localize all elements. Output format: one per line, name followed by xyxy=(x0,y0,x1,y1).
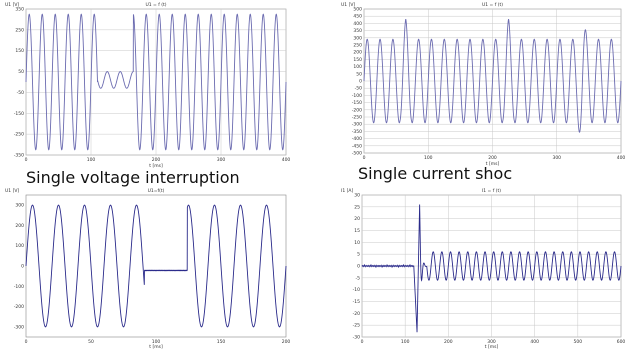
y-tick-label: -100 xyxy=(352,93,362,99)
y-tick-label: -25 xyxy=(353,323,360,329)
y-tick-label: -350 xyxy=(352,129,362,135)
chart-current-shock-voltage: U1 = f (t) U1 [V] t [ms] 500 450 400 350 300 250… xyxy=(340,0,627,166)
series-line xyxy=(361,204,622,333)
y-tick-label: -500 xyxy=(352,151,362,157)
chart-svg: I1 = f (t) I1 [A] t [ms] 30 25 20 15 10 5 0 -5 -10 -… xyxy=(341,188,626,349)
x-tick-label: 0 xyxy=(361,339,364,345)
y-tick-label: 250 xyxy=(353,43,362,49)
y-tick-label: -350 xyxy=(14,153,24,159)
y-tick-label: 10 xyxy=(354,240,360,246)
y-tick-label: 150 xyxy=(353,57,362,63)
x-tick-label: 300 xyxy=(217,157,226,163)
y-tick-label: -150 xyxy=(352,100,362,106)
y-tick-label: 200 xyxy=(353,50,362,56)
y-tick-label: 0 xyxy=(357,264,360,270)
x-axis-label: t [ms] xyxy=(486,161,500,166)
y-tick-label: 30 xyxy=(354,193,360,199)
y-tick-label: 250 xyxy=(15,27,24,33)
x-tick-label: 100 xyxy=(401,339,410,345)
x-tick-label: 200 xyxy=(152,157,161,163)
x-tick-label: 0 xyxy=(25,157,28,163)
y-tick-label: 350 xyxy=(15,7,24,13)
y-tick-label: -5 xyxy=(356,275,361,281)
x-tick-label: 200 xyxy=(488,155,497,161)
x-axis-label: t [ms] xyxy=(149,163,163,168)
y-tick-label: -450 xyxy=(352,143,362,149)
series-line xyxy=(363,18,622,133)
x-tick-label: 300 xyxy=(487,339,496,345)
y-tick-label: 50 xyxy=(356,71,362,77)
x-tick-label: 150 xyxy=(217,339,226,345)
y-tick-label: 300 xyxy=(353,35,362,41)
x-tick-label: 100 xyxy=(424,155,433,161)
y-tick-label: -250 xyxy=(14,132,24,138)
x-axis-label: t [ms] xyxy=(149,344,163,349)
y-tick-label: 25 xyxy=(354,204,360,210)
y-tick-label: -10 xyxy=(353,287,360,293)
x-tick-label: 500 xyxy=(574,339,583,345)
y-tick-label: 0 xyxy=(21,264,24,270)
chart-svg: U1 = f (t)U1 [V]t [ms]500450400350300250… xyxy=(341,2,626,166)
chart-title: U1=f(t) xyxy=(148,188,165,194)
y-tick-label: 15 xyxy=(354,228,360,234)
y-tick-label: 20 xyxy=(354,216,360,222)
y-tick-label: -150 xyxy=(14,111,24,117)
series-line xyxy=(25,204,287,328)
x-tick-label: 600 xyxy=(617,339,626,345)
y-tick-label: -400 xyxy=(352,136,362,142)
y-tick-label: 350 xyxy=(353,28,362,34)
y-tick-label: -250 xyxy=(352,115,362,121)
x-axis-label: t [ms] xyxy=(485,344,499,349)
chart-svg: U1 = f (t) U1 [V] t [ms] 350 250 150 50 -50 -150… xyxy=(5,2,290,168)
caption-voltage-interruption: Single voltage interruption xyxy=(26,168,240,187)
y-tick-label: -20 xyxy=(353,311,360,317)
x-tick-label: 200 xyxy=(444,339,453,345)
y-tick-label: 200 xyxy=(15,223,24,229)
y-axis-label: I1 [A] xyxy=(341,188,353,194)
x-tick-label: 0 xyxy=(25,339,28,345)
series-line xyxy=(25,13,287,151)
x-tick-label: 0 xyxy=(363,155,366,161)
y-tick-label: -200 xyxy=(352,107,362,113)
x-tick-label: 400 xyxy=(530,339,539,345)
chart-svg: U1=f(t) U1 [V] t [ms] 300 200 100 0 -100 -200 -30… xyxy=(5,188,290,349)
y-tick-label: 450 xyxy=(353,14,362,20)
chart-current-shock: I1 = f (t) I1 [A] t [ms] 30 25 20 15 10 5 0 -5 -10 -… xyxy=(340,186,627,349)
y-tick-label: -300 xyxy=(14,324,24,330)
x-tick-label: 50 xyxy=(88,339,94,345)
chart-title: U1 = f (t) xyxy=(145,2,166,8)
y-tick-label: -100 xyxy=(14,284,24,290)
chart-voltage-interruption: U1 = f (t) U1 [V] t [ms] 350 250 150 50 -50 -150… xyxy=(4,0,290,168)
y-tick-label: 500 xyxy=(353,7,362,13)
chart-title: I1 = f (t) xyxy=(482,188,501,194)
x-tick-label: 400 xyxy=(282,157,290,163)
y-tick-label: 100 xyxy=(353,64,362,70)
y-axis-label: U1 [V] xyxy=(5,2,19,8)
y-axis-label: U1 [V] xyxy=(5,188,19,194)
x-tick-label: 300 xyxy=(552,155,561,161)
y-tick-label: -50 xyxy=(17,90,24,96)
x-tick-label: 100 xyxy=(152,339,161,345)
x-tick-label: 100 xyxy=(87,157,96,163)
y-tick-label: -200 xyxy=(14,304,24,310)
plot-frame xyxy=(25,194,287,338)
caption-current-shock: Single current shoc xyxy=(358,164,513,183)
y-tick-label: 300 xyxy=(15,203,24,209)
y-tick-label: 50 xyxy=(18,69,24,75)
y-tick-label: -300 xyxy=(352,122,362,128)
y-tick-label: -50 xyxy=(355,86,362,92)
y-tick-label: 400 xyxy=(353,21,362,27)
y-tick-label: 5 xyxy=(357,252,360,258)
chart-title: U1 = f (t) xyxy=(482,2,503,8)
y-tick-label: 100 xyxy=(15,243,24,249)
y-axis-label: U1 [V] xyxy=(341,2,355,8)
y-tick-label: 150 xyxy=(15,48,24,54)
y-tick-label: 0 xyxy=(359,79,362,85)
chart-voltage-interruption-detail: U1=f(t) U1 [V] t [ms] 300 200 100 0 -100 -200 -30… xyxy=(4,186,290,349)
x-tick-label: 200 xyxy=(282,339,290,345)
x-tick-label: 400 xyxy=(617,155,626,161)
y-tick-label: -30 xyxy=(353,335,360,341)
y-tick-label: -15 xyxy=(353,299,360,305)
